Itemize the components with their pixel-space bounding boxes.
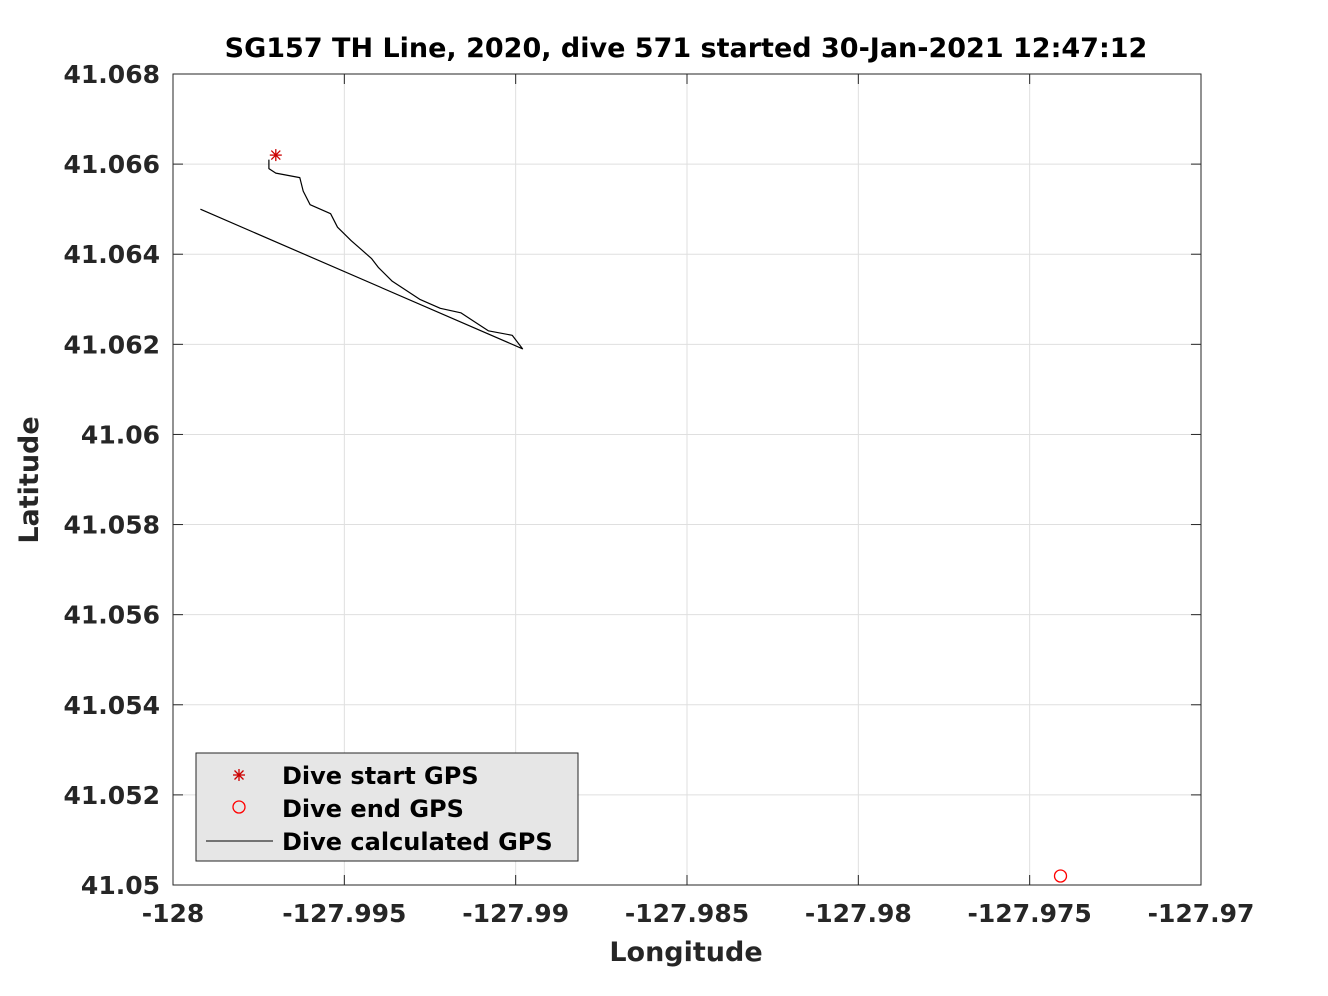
dive-end-gps-marker xyxy=(1053,869,1068,883)
x-tick-label: -127.995 xyxy=(282,899,406,928)
legend-marker-end xyxy=(232,800,246,814)
x-tick-label: -127.99 xyxy=(462,899,569,928)
x-tick-label: -128 xyxy=(142,899,205,928)
legend-label-end: Dive end GPS xyxy=(282,795,464,823)
x-tick-label: -127.97 xyxy=(1148,899,1255,928)
x-axis-label: Longitude xyxy=(609,937,762,968)
dive-calculated-gps-line xyxy=(200,159,524,350)
y-tick-label: 41.06 xyxy=(81,420,160,449)
chart-title: SG157 TH Line, 2020, dive 571 started 30… xyxy=(225,33,1148,64)
legend-box xyxy=(195,752,579,862)
y-tick-label: 41.056 xyxy=(64,601,160,630)
x-tick-label: -127.975 xyxy=(968,899,1092,928)
y-tick-label: 41.066 xyxy=(64,150,160,179)
y-tick-label: 41.062 xyxy=(64,330,160,359)
legend: Dive start GPS Dive end GPS Dive calcula… xyxy=(195,752,579,862)
legend-label-track: Dive calculated GPS xyxy=(282,828,553,856)
y-tick-label: 41.05 xyxy=(81,871,160,900)
y-tick-label: 41.054 xyxy=(64,691,160,720)
axis-ticks xyxy=(172,73,1202,886)
y-tick-labels: 41.05 41.052 41.054 41.056 41.058 41.06 41.062… xyxy=(64,60,160,900)
y-tick-label: 41.052 xyxy=(64,781,160,810)
x-tick-label: -127.98 xyxy=(805,899,912,928)
y-tick-label: 41.058 xyxy=(64,511,160,540)
x-tick-label: -127.985 xyxy=(625,899,749,928)
y-axis-label: Latitude xyxy=(14,416,45,543)
legend-label-start: Dive start GPS xyxy=(282,762,479,790)
y-tick-label: 41.064 xyxy=(64,240,160,269)
legend-marker-start xyxy=(233,769,245,781)
y-tick-label: 41.068 xyxy=(64,60,160,89)
x-tick-labels: -128 -127.995 -127.99 -127.985 -127.98 -127.9… xyxy=(142,899,1255,928)
dive-start-gps-marker xyxy=(269,149,282,162)
plot-data xyxy=(200,149,1068,883)
